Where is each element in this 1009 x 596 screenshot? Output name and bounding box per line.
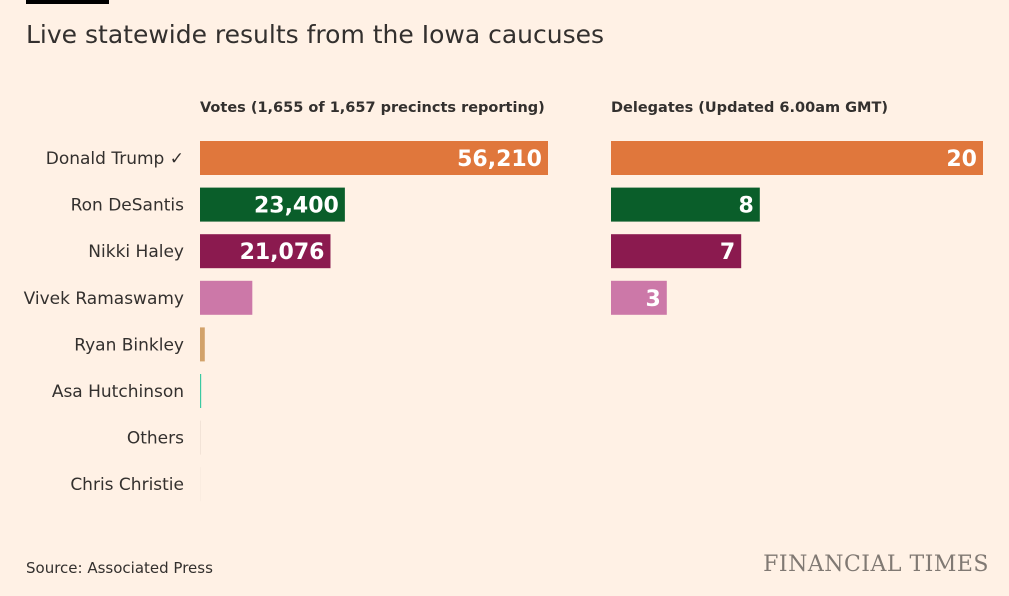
delegates-header: Delegates (Updated 6.00am GMT): [611, 100, 888, 116]
category-label: Ryan Binkley: [74, 335, 184, 355]
bar: [200, 141, 548, 175]
bar: [611, 187, 760, 222]
bar: [200, 187, 345, 222]
category-label: Nikki Haley: [88, 242, 184, 262]
bar-value-label: 3: [645, 287, 660, 312]
bar: [200, 420, 201, 455]
ft-logo: FINANCIAL TIMES: [763, 552, 989, 577]
bar-value-label: 8: [738, 194, 753, 219]
category-label: Donald Trump ✓: [46, 149, 184, 169]
bar: [200, 374, 202, 408]
category-label: Others: [127, 429, 184, 449]
bar: [200, 234, 331, 269]
category-label: Chris Christie: [70, 475, 184, 495]
bar-value-label: 21,076: [240, 240, 325, 265]
bar: [611, 234, 742, 269]
category-label: Asa Hutchinson: [52, 382, 184, 402]
bar-value-label: 23,400: [254, 194, 339, 219]
category-label: Ron DeSantis: [71, 196, 185, 216]
bar-value-label: 20: [946, 147, 977, 172]
source-note: Source: Associated Press: [26, 559, 213, 577]
chart-title: Live statewide results from the Iowa cau…: [26, 20, 605, 49]
bar-value-label: 7: [720, 240, 735, 265]
bar: [200, 280, 253, 315]
bar-value-label: 56,210: [457, 147, 542, 172]
bar: [200, 327, 205, 362]
bar: [611, 280, 667, 315]
brand-bar: [26, 0, 109, 4]
votes-header: Votes (1,655 of 1,657 precincts reportin…: [200, 100, 545, 116]
category-label: Vivek Ramaswamy: [24, 289, 184, 309]
bar: [611, 141, 983, 175]
